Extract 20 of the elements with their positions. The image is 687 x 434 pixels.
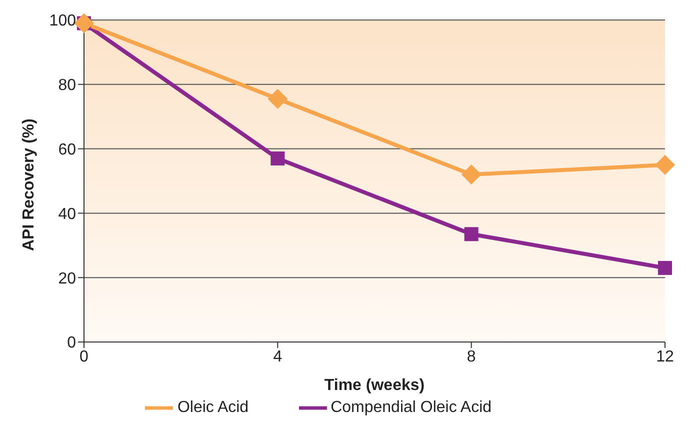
point <box>464 227 478 242</box>
legend-label: Oleic Acid <box>177 399 249 416</box>
point <box>655 154 675 175</box>
y-tick-label: 0 <box>67 334 76 352</box>
x-tick-label: 0 <box>80 348 89 366</box>
x-axis-title: Time (weeks) <box>324 377 425 394</box>
point <box>270 151 285 166</box>
x-tick-label: 8 <box>466 348 476 366</box>
x-tick-label: 4 <box>273 348 282 366</box>
point <box>461 164 482 185</box>
x-tick-label: 12 <box>656 348 674 366</box>
y-tick-label: 20 <box>58 270 76 288</box>
y-tick-label: 80 <box>58 77 76 94</box>
y-axis-title: API Recovery (%) <box>20 118 38 251</box>
point <box>658 260 672 275</box>
point <box>268 88 288 109</box>
legend-label: Compendial Oleic Acid <box>330 399 492 416</box>
y-tick-label: 60 <box>58 141 76 158</box>
y-tick-label: 40 <box>58 206 76 223</box>
y-tick-label: 100 <box>49 12 76 30</box>
